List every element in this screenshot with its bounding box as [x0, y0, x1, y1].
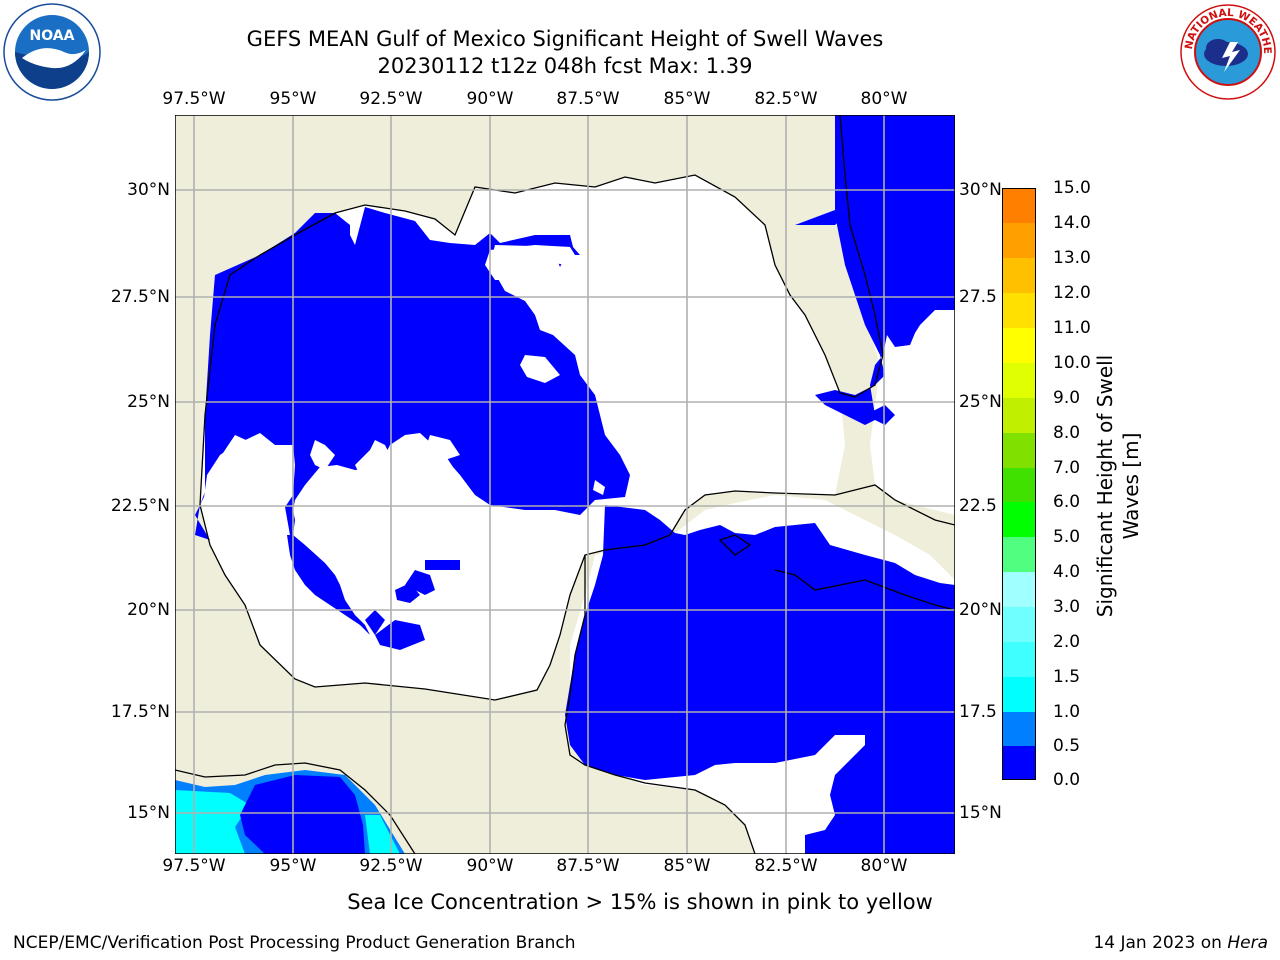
lat-label-right: 30°N: [959, 180, 1002, 200]
colorbar-segment: [1002, 398, 1036, 433]
title-line-1: GEFS MEAN Gulf of Mexico Significant Hei…: [246, 27, 884, 51]
colorbar-segment: [1002, 328, 1036, 363]
lat-label-left: 15°N: [127, 803, 170, 823]
lon-label-bottom: 95°W: [269, 856, 317, 876]
colorbar: [1002, 188, 1036, 780]
date-text: 14 Jan 2023 on Hera: [1093, 933, 1268, 953]
lat-label-left: 22.5°N: [110, 496, 170, 516]
lat-label-left: 25°N: [127, 392, 170, 412]
coastlines: [175, 115, 955, 854]
colorbar-tick-label: 9.0: [1053, 388, 1081, 408]
colorbar-tick-label: 7.0: [1053, 458, 1081, 478]
colorbar-segment: [1002, 363, 1036, 398]
graticule: [175, 115, 955, 854]
colorbar-segment: [1002, 188, 1036, 223]
nws-logo: NATIONAL WEATHER SERVICE: [1178, 2, 1276, 100]
colorbar-segment: [1002, 537, 1036, 572]
lat-label-left: 17.5°N: [110, 702, 170, 722]
credit-text: NCEP/EMC/Verification Post Processing Pr…: [13, 933, 576, 953]
lat-label-right: 27.5: [959, 287, 997, 307]
colorbar-tick-label: 10.0: [1053, 353, 1091, 373]
lon-label-bottom: 92.5°W: [359, 856, 423, 876]
lon-label-bottom: 90°W: [466, 856, 514, 876]
lat-label-right: 15°N: [959, 803, 1002, 823]
colorbar-tick-label: 8.0: [1053, 423, 1081, 443]
lat-label-left: 20°N: [127, 600, 170, 620]
colorbar-tick-label: 12.0: [1053, 283, 1091, 303]
colorbar-tick-label: 11.0: [1053, 318, 1091, 338]
colorbar-segment: [1002, 433, 1036, 468]
lon-label-top: 92.5°W: [359, 89, 423, 109]
colorbar-tick-label: 1.5: [1053, 667, 1081, 687]
lon-label-top: 82.5°W: [754, 89, 818, 109]
lat-label-right: 22.5: [959, 496, 997, 516]
lon-label-top: 95°W: [269, 89, 317, 109]
colorbar-tick-label: 13.0: [1053, 248, 1091, 268]
colorbar-segment: [1002, 572, 1036, 607]
colorbar-segment: [1002, 746, 1036, 780]
lat-label-right: 17.5: [959, 702, 997, 722]
gulf-white-pockets: [203, 245, 605, 535]
colorbar-tick-label: 4.0: [1053, 562, 1081, 582]
colorbar-tick-label: 15.0: [1053, 178, 1091, 198]
colorbar-label: Significant Height of Swell Waves [m]: [1093, 354, 1143, 618]
lon-label-bottom: 87.5°W: [556, 856, 620, 876]
lon-label-bottom: 82.5°W: [754, 856, 818, 876]
colorbar-segment: [1002, 712, 1036, 746]
map-panel: [175, 115, 955, 854]
lon-label-bottom: 85°W: [663, 856, 711, 876]
lon-label-top: 90°W: [466, 89, 514, 109]
colorbar-tick-label: 3.0: [1053, 597, 1081, 617]
lon-label-bottom: 80°W: [860, 856, 908, 876]
colorbar-segment: [1002, 502, 1036, 537]
lon-label-top: 97.5°W: [162, 89, 226, 109]
colorbar-segment: [1002, 223, 1036, 258]
colorbar-segment: [1002, 677, 1036, 712]
colorbar-segment: [1002, 468, 1036, 502]
colorbar-segment: [1002, 642, 1036, 677]
swell-contour-0-0.5: [195, 115, 955, 854]
colorbar-segment: [1002, 293, 1036, 328]
svg-text:NOAA: NOAA: [30, 28, 75, 44]
colorbar-tick-label: 1.0: [1053, 702, 1081, 722]
pacific-swell-0-0.5: [240, 775, 365, 854]
colorbar-segment: [1002, 607, 1036, 642]
lon-label-top: 85°W: [663, 89, 711, 109]
lat-label-left: 27.5°N: [110, 287, 170, 307]
colorbar-segment: [1002, 258, 1036, 293]
lon-label-bottom: 97.5°W: [162, 856, 226, 876]
colorbar-tick-label: 6.0: [1053, 492, 1081, 512]
lat-label-right: 20°N: [959, 600, 1002, 620]
lon-label-top: 87.5°W: [556, 89, 620, 109]
lat-label-right: 25°N: [959, 392, 1002, 412]
colorbar-tick-label: 0.5: [1053, 736, 1081, 756]
lat-label-left: 30°N: [127, 180, 170, 200]
colorbar-tick-label: 14.0: [1053, 213, 1091, 233]
lon-label-top: 80°W: [860, 89, 908, 109]
title-line-2: 20230112 t12z 048h fcst Max: 1.39: [377, 54, 753, 78]
colorbar-tick-label: 2.0: [1053, 632, 1081, 652]
sea-ice-note: Sea Ice Concentration > 15% is shown in …: [347, 890, 933, 914]
noaa-logo: NOAA: [3, 3, 101, 101]
colorbar-tick-label: 0.0: [1053, 770, 1081, 790]
colorbar-tick-label: 5.0: [1053, 527, 1081, 547]
